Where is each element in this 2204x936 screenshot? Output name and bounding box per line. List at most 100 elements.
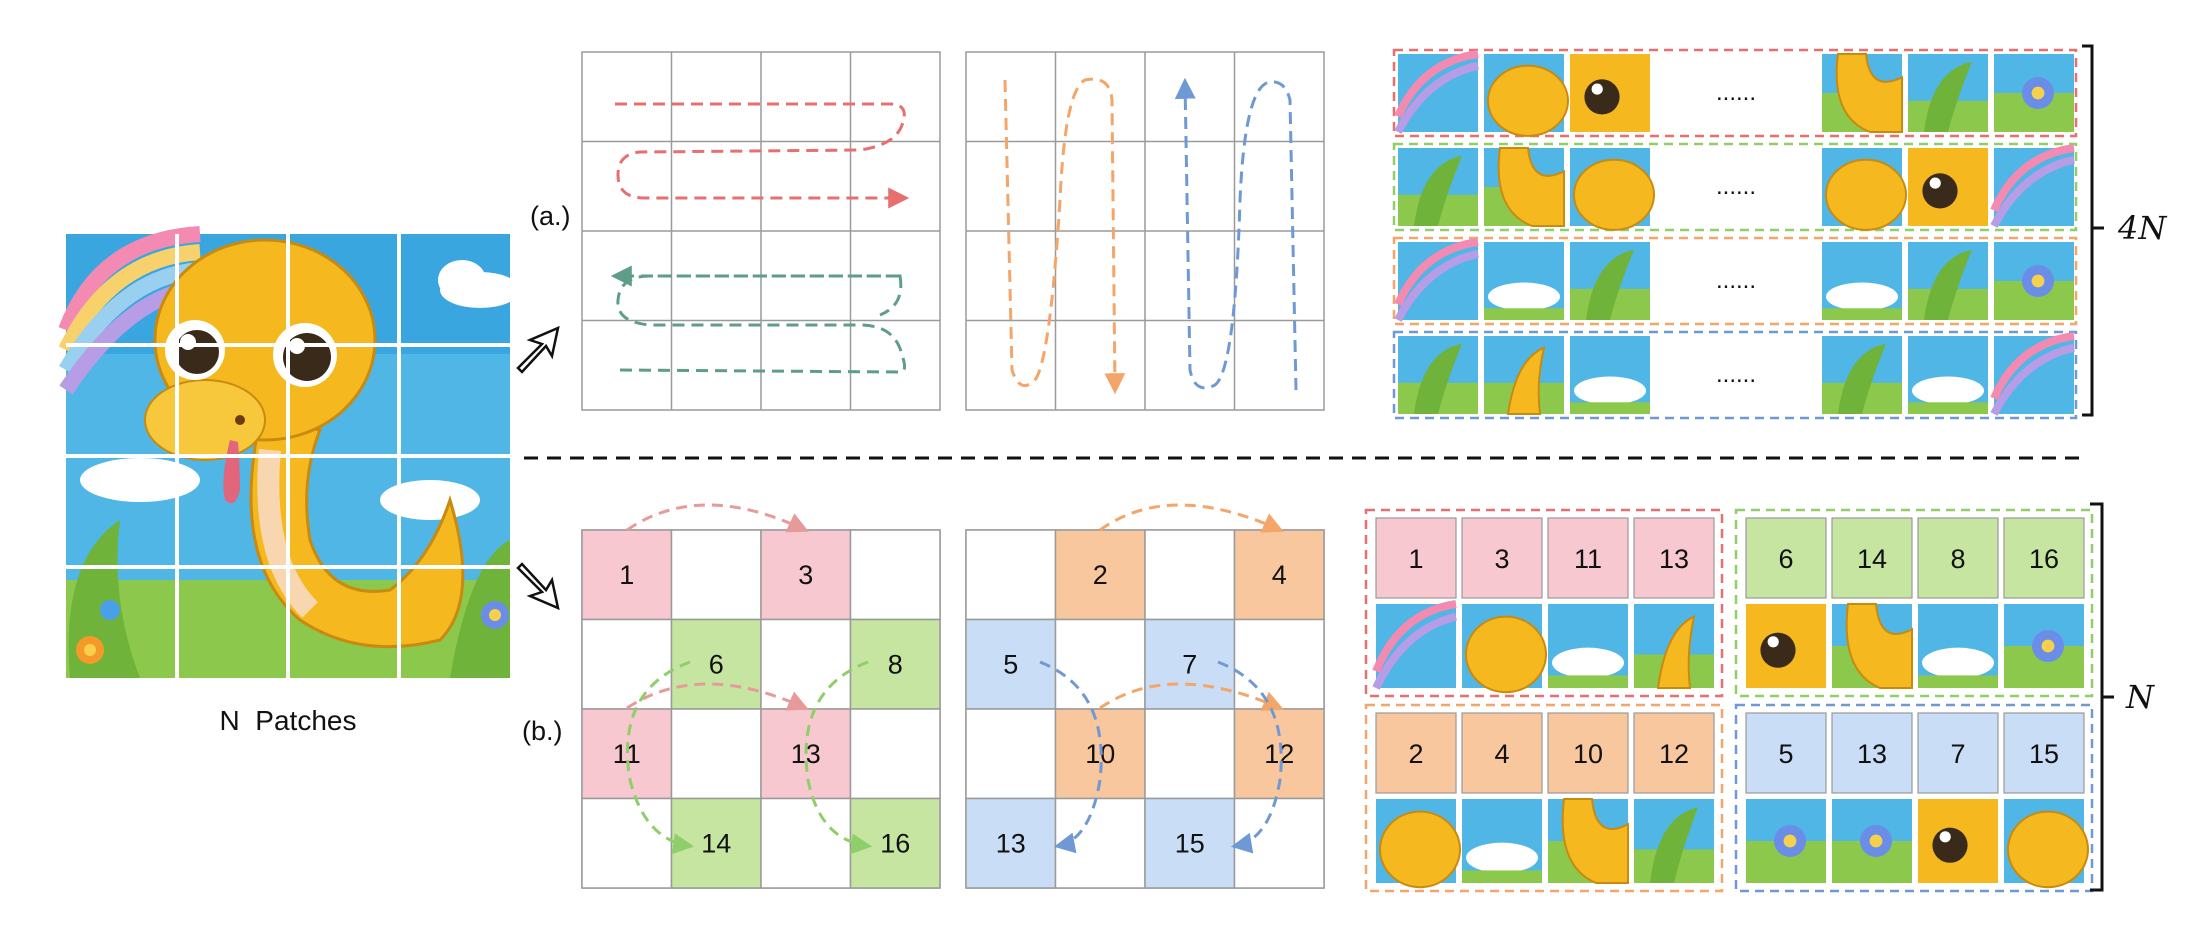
grid-cell-number: 5 — [1003, 649, 1018, 679]
grid-cell: 5 — [965, 618, 1057, 710]
grid-cell — [581, 797, 673, 889]
grid-cell: 14 — [670, 797, 762, 889]
patch-thumbnail — [1634, 799, 1714, 883]
patch-thumbnail — [1570, 242, 1650, 320]
grid-cell: 2 — [1054, 529, 1146, 621]
grid-cell-number: 13 — [996, 828, 1026, 858]
grid-cell-number: 6 — [709, 649, 724, 679]
grid-cell-number: 1 — [619, 560, 634, 590]
sequence-row-red: ...... — [1392, 48, 2078, 138]
grid-cell — [1144, 708, 1236, 800]
group-number-cell — [1461, 712, 1543, 794]
patch-grid-lines — [66, 234, 510, 678]
grid-cell-number: 16 — [880, 828, 910, 858]
patch-thumbnail — [1462, 799, 1542, 883]
scan-path-blue — [1174, 77, 1298, 391]
sequence-ellipsis: ...... — [1716, 79, 1756, 106]
bracket-n — [2090, 502, 2114, 892]
bracket-n-label: N — [2125, 678, 2155, 716]
label-a: (a.) — [530, 201, 571, 231]
grid-cell — [1054, 797, 1146, 889]
grid-cell: 16 — [849, 797, 941, 889]
patch-thumbnail — [2004, 604, 2084, 688]
bracket-4n-label: 4N — [2117, 209, 2167, 247]
patch-thumbnail — [1822, 242, 1902, 320]
patch-thumbnail — [1822, 148, 1907, 231]
patch-thumbnail — [1394, 238, 1479, 322]
grid-cell — [965, 529, 1057, 621]
grid-cell — [965, 708, 1057, 800]
group-number: 12 — [1659, 739, 1689, 769]
patch-thumbnail — [1372, 600, 1458, 690]
patch-thumbnail — [1548, 604, 1628, 688]
scan-path-green — [616, 274, 907, 374]
patch-thumbnail — [1908, 336, 1988, 414]
grid-cell — [849, 708, 941, 800]
patch-thumbnail — [1548, 798, 1629, 884]
group-number: 11 — [1574, 544, 1602, 574]
grid-cell-number: 14 — [701, 828, 731, 858]
patch-thumbnail — [1484, 147, 1565, 227]
source-image — [58, 226, 520, 678]
group-number-cell — [1461, 517, 1543, 599]
grid-cell — [670, 529, 762, 621]
patch-thumbnail — [1484, 54, 1569, 137]
patch-thumbnail — [1394, 50, 1479, 134]
scan-path-orange — [1003, 77, 1126, 395]
group-border — [1734, 508, 2094, 698]
group-number-cell — [2003, 517, 2085, 599]
grid-cell-number: 8 — [888, 649, 903, 679]
patch-thumbnail — [1822, 53, 1903, 133]
patch-thumbnail — [1908, 54, 1988, 132]
grid-cell — [1233, 797, 1325, 889]
group-number-cell — [1547, 712, 1629, 794]
patch-thumbnail — [1822, 336, 1902, 414]
grid-cell — [760, 797, 852, 889]
group-border — [1364, 703, 1724, 893]
group-sequence-pink: 1 3 11 13 — [1364, 508, 1724, 698]
grid-cell: 13 — [965, 797, 1057, 889]
group-number-cell — [1633, 712, 1715, 794]
sequence-ellipsis: ...... — [1716, 361, 1756, 388]
group-number-cell — [1831, 712, 1913, 794]
group-number-cell — [1547, 517, 1629, 599]
grid-cell — [1144, 529, 1236, 621]
scan-path-red — [615, 102, 910, 209]
grid-cell: 4 — [1233, 529, 1325, 621]
sequence-stack-4n: ........................ — [1392, 48, 2078, 420]
patch-thumbnail — [1398, 148, 1478, 226]
group-number: 5 — [1778, 739, 1793, 769]
group-number: 15 — [2029, 739, 2059, 769]
patch-thumbnail — [1746, 799, 1826, 883]
sequence-border — [1392, 142, 2078, 232]
patch-thumbnail — [1918, 799, 1998, 883]
scan-grid-vertical — [965, 51, 1325, 411]
flower-icon — [76, 600, 509, 664]
grid-cell: 7 — [1144, 618, 1236, 710]
sequence-border — [1392, 236, 2078, 326]
source-caption: N Patches — [220, 705, 357, 736]
patch-thumbnail — [1746, 604, 1826, 688]
grid-cell-number: 2 — [1093, 560, 1108, 590]
scan-path-green-head — [879, 275, 903, 317]
group-number: 16 — [2029, 544, 2059, 574]
grid-cell: 1 — [581, 529, 673, 621]
grid-cell: 15 — [1144, 797, 1236, 889]
patch-thumbnail — [1994, 242, 2074, 320]
patch-thumbnail — [1990, 332, 2075, 416]
sequence-ellipsis: ...... — [1716, 173, 1756, 200]
grid-cell-number: 15 — [1175, 828, 1205, 858]
group-number: 14 — [1857, 544, 1887, 574]
group-arrows-grid2 — [1039, 503, 1284, 854]
grid-cell — [581, 618, 673, 710]
sequence-border — [1392, 330, 2078, 420]
patch-thumbnail — [1484, 336, 1564, 415]
patch-thumbnail — [1570, 54, 1650, 132]
patch-thumbnail — [1398, 336, 1478, 414]
patch-thumbnail — [1832, 603, 1913, 689]
group-number-cell — [1745, 712, 1827, 794]
grid-cell — [670, 708, 762, 800]
scan-grid-horizontal — [581, 51, 941, 411]
